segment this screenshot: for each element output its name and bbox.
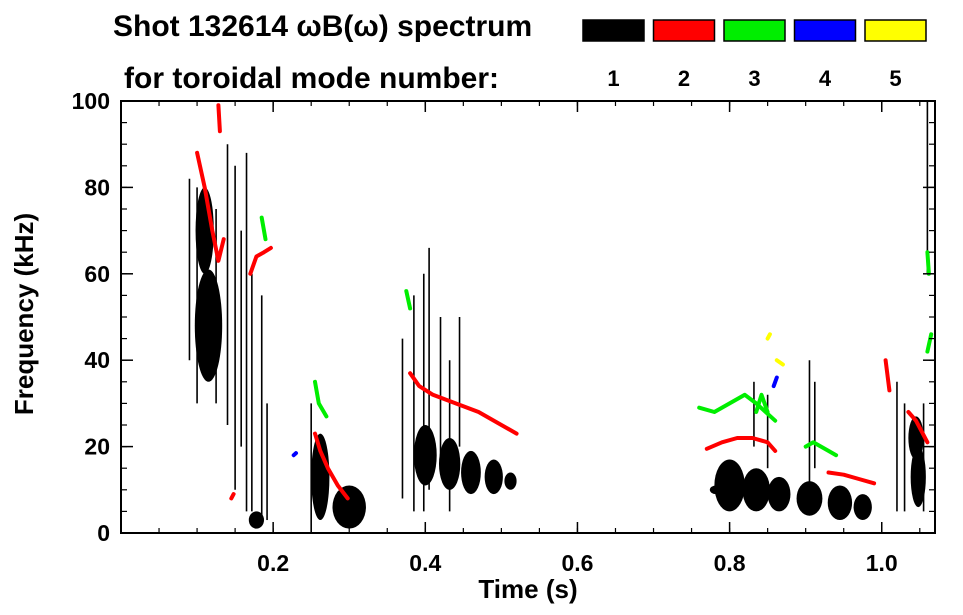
- x-tick-label: 0.6: [561, 550, 593, 576]
- legend-label-mode-3: 3: [748, 66, 760, 91]
- mode-1-blob-13: [796, 481, 823, 516]
- mode-1-blob-4: [248, 511, 265, 529]
- mode-2-curve-52: [883, 358, 892, 393]
- mode-3-curve-56: [259, 215, 268, 242]
- y-axis-label: Frequency (kHz): [9, 213, 39, 415]
- y-tick-label: 80: [84, 174, 110, 200]
- legend: 1 2 3 4 5: [582, 19, 927, 91]
- mode-3-curve-55: [313, 379, 329, 419]
- mode-1-blob-10: [714, 459, 745, 512]
- mode-2-curve-47: [313, 431, 350, 501]
- mode-1-blob-0: [194, 269, 223, 382]
- legend-label-mode-5: 5: [889, 66, 901, 91]
- mode-1-blob-18: [709, 485, 722, 495]
- mode-2-curve-54: [229, 492, 236, 501]
- legend-swatch-mode-4: [793, 19, 857, 42]
- x-tick-label: 1.0: [866, 550, 898, 576]
- mode-3-curve-60: [803, 440, 839, 458]
- y-tick-label: 100: [72, 88, 110, 114]
- mode-1-blob-16: [910, 446, 926, 508]
- legend-swatch-mode-3: [723, 19, 786, 42]
- mode-2-curve-53: [216, 103, 222, 134]
- x-tick-label: 0.8: [714, 550, 746, 576]
- mode-1-blob-15: [853, 494, 872, 521]
- axes: 0.2 0.4 0.6 0.8 1.0 0 20 40 60 80 100: [72, 88, 935, 576]
- y-tick-label: 0: [97, 520, 110, 546]
- legend-swatch-mode-2: [652, 19, 716, 42]
- mode-1-blob-8: [484, 459, 503, 495]
- x-axis-label: Time (s): [478, 574, 577, 604]
- y-tick-label: 20: [84, 434, 110, 460]
- mode-1-blob-11: [742, 468, 770, 512]
- mode-4-curve-64: [291, 451, 298, 458]
- mode-2-curve-50: [826, 470, 877, 486]
- y-tick-label: 40: [84, 347, 110, 373]
- data-layer: [188, 101, 934, 533]
- x-tick-label: 0.2: [257, 550, 289, 576]
- mode-1-blob-12: [767, 476, 791, 512]
- chart-title-line2: for toroidal mode number:: [124, 62, 499, 95]
- mode-4-curve-63: [771, 375, 779, 389]
- mode-5-curve-66: [765, 332, 772, 341]
- mode-3-curve-61: [925, 332, 934, 354]
- plot-frame: [120, 100, 936, 534]
- mode-5-curve-65: [774, 358, 785, 367]
- legend-label-mode-4: 4: [819, 66, 832, 91]
- mode-2-curve-51: [906, 410, 930, 445]
- legend-label-mode-1: 1: [607, 66, 619, 91]
- mode-3-curve-59: [754, 392, 770, 414]
- mode-1-blob-2: [311, 433, 330, 521]
- mode-2-curve-46: [248, 245, 273, 276]
- legend-swatch-mode-1: [582, 19, 645, 42]
- mode-3-curve-62: [925, 250, 931, 276]
- mode-1-blob-9: [504, 472, 517, 490]
- legend-swatch-mode-5: [864, 19, 927, 42]
- mode-3-curve-57: [404, 289, 413, 311]
- y-tick-label: 60: [84, 261, 110, 287]
- mode-1-blob-14: [827, 485, 853, 521]
- mode-2-curve-49: [704, 436, 778, 453]
- mode-2-curve-48: [408, 371, 519, 436]
- legend-label-mode-2: 2: [678, 66, 690, 91]
- x-tick-label: 0.4: [409, 550, 441, 576]
- mode-1-blob-3: [332, 485, 366, 529]
- mode-2-curve-45: [195, 150, 226, 263]
- chart-title-line1: Shot 132614 ωB(ω) spectrum: [113, 10, 532, 43]
- mode-1-blob-5: [413, 425, 437, 486]
- mode-1-blob-7: [461, 450, 481, 495]
